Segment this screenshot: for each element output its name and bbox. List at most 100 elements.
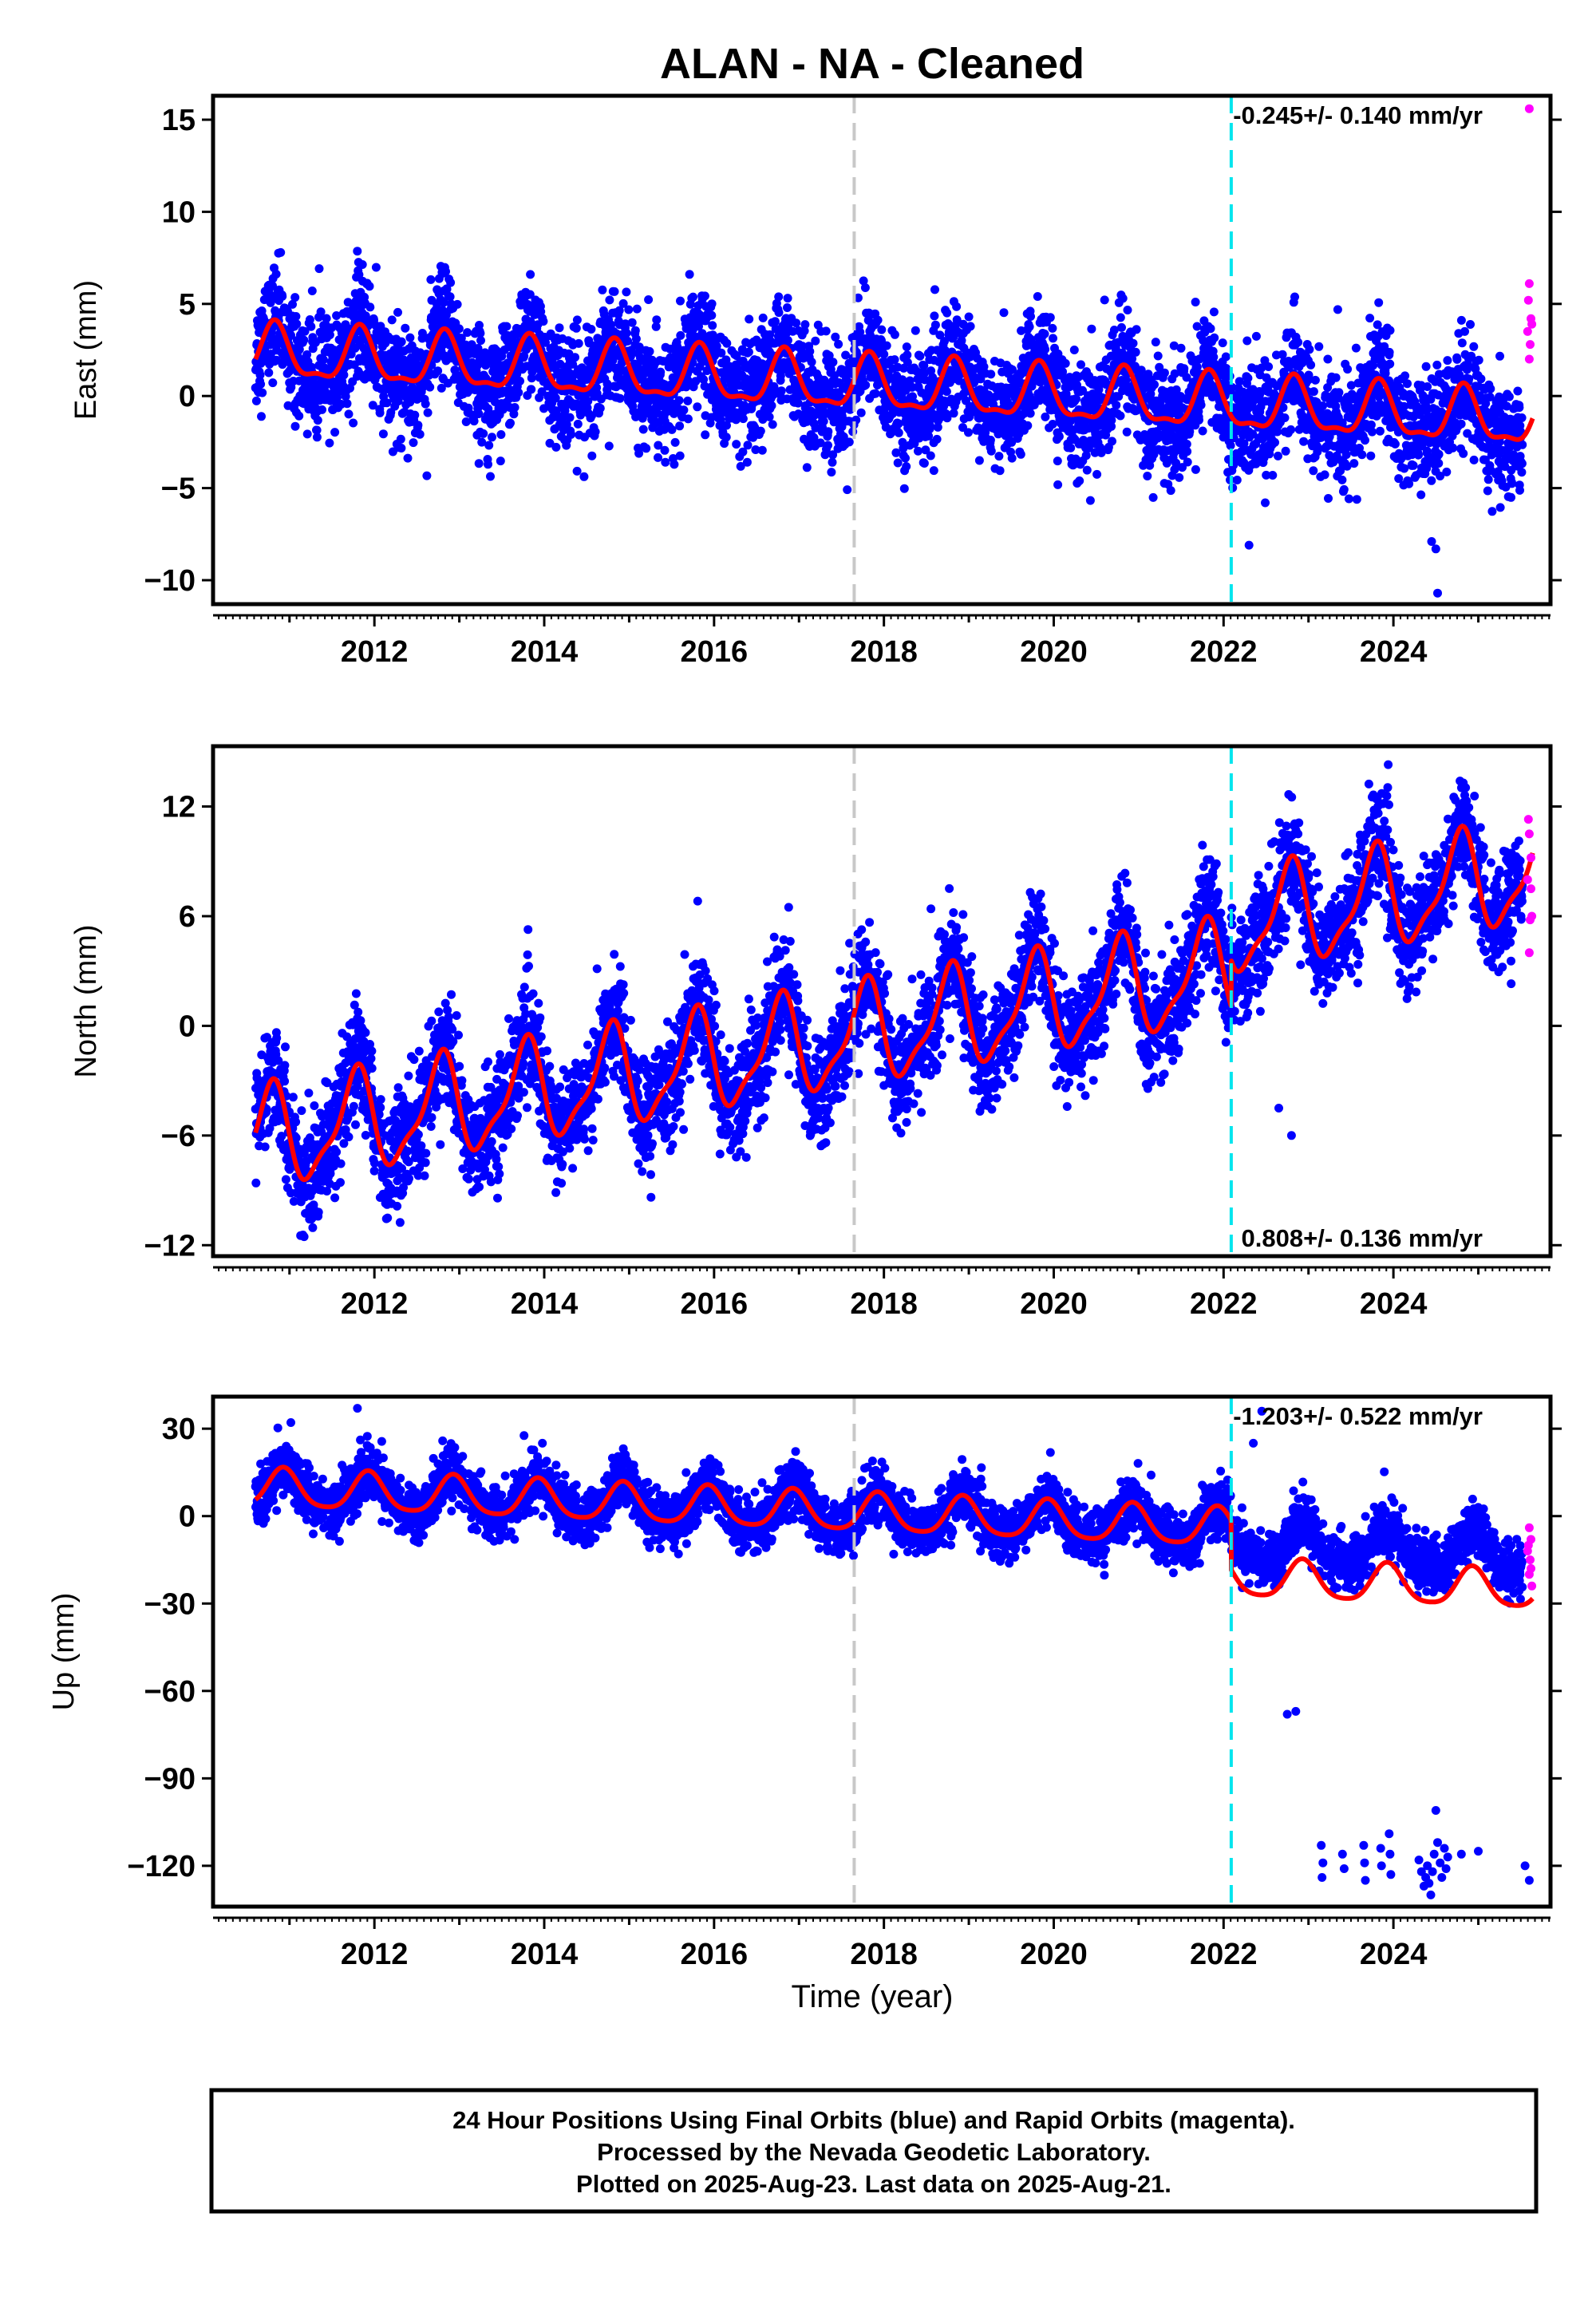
final-point xyxy=(595,404,605,413)
final-point xyxy=(314,264,324,274)
final-point xyxy=(893,458,903,468)
final-point xyxy=(1504,392,1514,401)
final-point xyxy=(278,291,287,301)
final-point xyxy=(268,378,278,388)
final-point xyxy=(764,412,774,421)
final-point xyxy=(1351,343,1361,353)
final-point xyxy=(623,336,633,346)
final-point xyxy=(387,315,397,325)
final-point xyxy=(1517,459,1527,468)
final-point xyxy=(332,311,342,320)
final-point xyxy=(1123,306,1132,314)
final-point xyxy=(1459,449,1468,458)
final-point xyxy=(929,466,938,476)
final-point xyxy=(539,317,548,326)
final-point xyxy=(757,445,767,455)
final-point xyxy=(510,403,519,412)
final-point xyxy=(894,428,903,437)
final-point xyxy=(986,446,996,456)
final-point xyxy=(584,338,594,348)
final-point xyxy=(1108,437,1116,446)
final-point xyxy=(942,308,952,318)
final-point xyxy=(410,410,420,420)
final-point xyxy=(1053,456,1062,466)
final-point xyxy=(1448,443,1458,453)
final-point xyxy=(1026,312,1035,321)
final-point xyxy=(526,270,535,279)
final-point xyxy=(318,405,326,414)
final-point xyxy=(423,408,433,417)
final-point xyxy=(1339,484,1349,494)
final-point xyxy=(415,429,425,439)
final-point xyxy=(325,438,334,448)
final-point xyxy=(1310,375,1320,385)
final-point xyxy=(1025,409,1035,418)
final-point xyxy=(583,397,593,406)
final-point xyxy=(1116,313,1125,322)
final-point xyxy=(1048,323,1057,333)
final-point xyxy=(1075,476,1084,485)
outlier-point xyxy=(1427,537,1436,546)
final-point xyxy=(624,305,634,314)
final-point xyxy=(1058,367,1067,377)
final-point xyxy=(824,441,832,450)
final-point xyxy=(571,353,579,362)
final-point xyxy=(1323,354,1333,364)
rapid-point xyxy=(1524,354,1534,364)
final-point xyxy=(1112,401,1121,410)
final-point xyxy=(302,350,312,359)
final-point xyxy=(598,285,607,294)
final-point xyxy=(539,404,548,413)
final-point xyxy=(426,275,436,284)
final-point xyxy=(1082,465,1092,475)
final-point xyxy=(701,430,710,440)
final-point xyxy=(257,412,266,421)
final-point xyxy=(685,270,694,279)
final-point xyxy=(676,330,685,340)
final-point xyxy=(707,310,717,320)
final-point xyxy=(1432,360,1442,370)
final-point xyxy=(421,399,430,409)
final-point xyxy=(1183,447,1192,456)
final-point xyxy=(824,427,833,437)
final-point xyxy=(312,433,322,442)
final-point xyxy=(986,435,995,445)
final-point xyxy=(1434,449,1444,459)
final-point xyxy=(591,427,600,437)
final-point xyxy=(406,353,416,362)
final-point xyxy=(994,452,1004,461)
final-point xyxy=(783,336,792,345)
final-point xyxy=(942,387,951,397)
final-point xyxy=(1483,475,1493,484)
final-point xyxy=(1344,494,1353,504)
final-point xyxy=(1414,450,1423,460)
final-point xyxy=(571,323,581,333)
final-point xyxy=(1210,333,1219,342)
final-point xyxy=(604,441,614,451)
final-point xyxy=(1515,403,1524,413)
final-point xyxy=(454,324,464,334)
final-point xyxy=(930,320,940,330)
final-point xyxy=(573,419,583,429)
final-point xyxy=(708,321,717,330)
outlier-point xyxy=(1244,540,1254,550)
final-point xyxy=(1117,322,1126,332)
final-point xyxy=(1385,326,1395,335)
final-point xyxy=(488,433,496,442)
final-point xyxy=(844,437,854,447)
final-point xyxy=(1221,352,1231,362)
final-point xyxy=(1148,492,1158,502)
final-point xyxy=(1416,490,1426,500)
final-point xyxy=(1092,469,1102,479)
final-point xyxy=(1268,471,1278,480)
final-point xyxy=(290,421,300,431)
final-point xyxy=(926,451,935,460)
final-point xyxy=(1270,437,1279,447)
final-point xyxy=(1385,347,1394,357)
final-point xyxy=(1366,451,1376,460)
final-point xyxy=(768,420,777,429)
final-point xyxy=(882,341,891,350)
final-point xyxy=(290,293,300,302)
final-point xyxy=(1016,449,1025,459)
final-point xyxy=(656,367,666,377)
